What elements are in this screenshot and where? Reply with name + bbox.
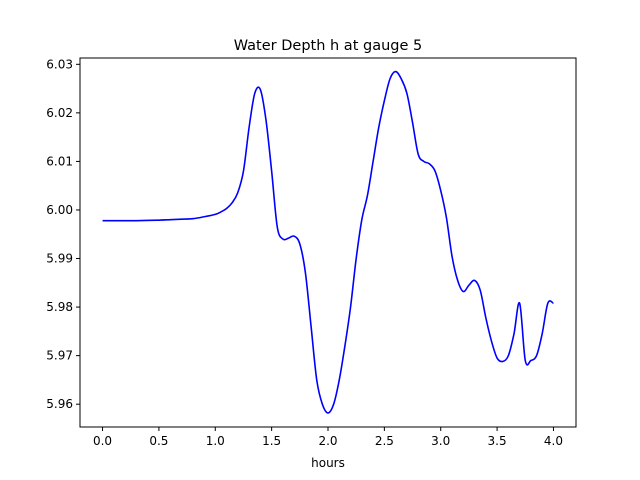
- x-tick-label: 1.0: [206, 434, 225, 448]
- y-tick-label: 6.03: [46, 57, 73, 71]
- x-tick-label: 0.5: [149, 434, 168, 448]
- y-tick-label: 6.01: [46, 154, 73, 168]
- series-line-0: [102, 70, 554, 414]
- x-axis-label: hours: [311, 456, 345, 470]
- x-tick-label: 3.5: [488, 434, 507, 448]
- y-tick-label: 5.98: [46, 300, 73, 314]
- y-tick-label: 6.00: [46, 203, 73, 217]
- chart-title: Water Depth h at gauge 5: [234, 38, 422, 54]
- x-tick-label: 1.5: [262, 434, 281, 448]
- x-tick-label: 0.0: [93, 434, 112, 448]
- x-tick-label: 2.0: [318, 434, 337, 448]
- y-tick-label: 6.02: [46, 106, 73, 120]
- plot-area-frame: [79, 57, 577, 428]
- x-tick-label: 2.5: [375, 434, 394, 448]
- y-tick-label: 5.97: [46, 349, 73, 363]
- y-tick-label: 5.96: [46, 397, 73, 411]
- y-tick-label: 5.99: [46, 252, 73, 266]
- x-tick-label: 4.0: [544, 434, 563, 448]
- x-tick-label: 3.0: [431, 434, 450, 448]
